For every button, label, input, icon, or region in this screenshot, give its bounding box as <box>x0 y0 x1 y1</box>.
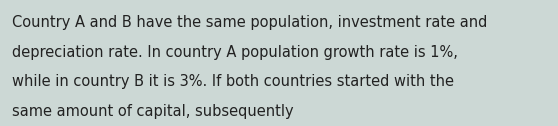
Text: Country A and B have the same population, investment rate and: Country A and B have the same population… <box>12 15 488 30</box>
Text: depreciation rate. In country A population growth rate is 1%,: depreciation rate. In country A populati… <box>12 45 458 60</box>
Text: same amount of capital, subsequently: same amount of capital, subsequently <box>12 104 294 119</box>
Text: while in country B it is 3%. If both countries started with the: while in country B it is 3%. If both cou… <box>12 74 454 89</box>
